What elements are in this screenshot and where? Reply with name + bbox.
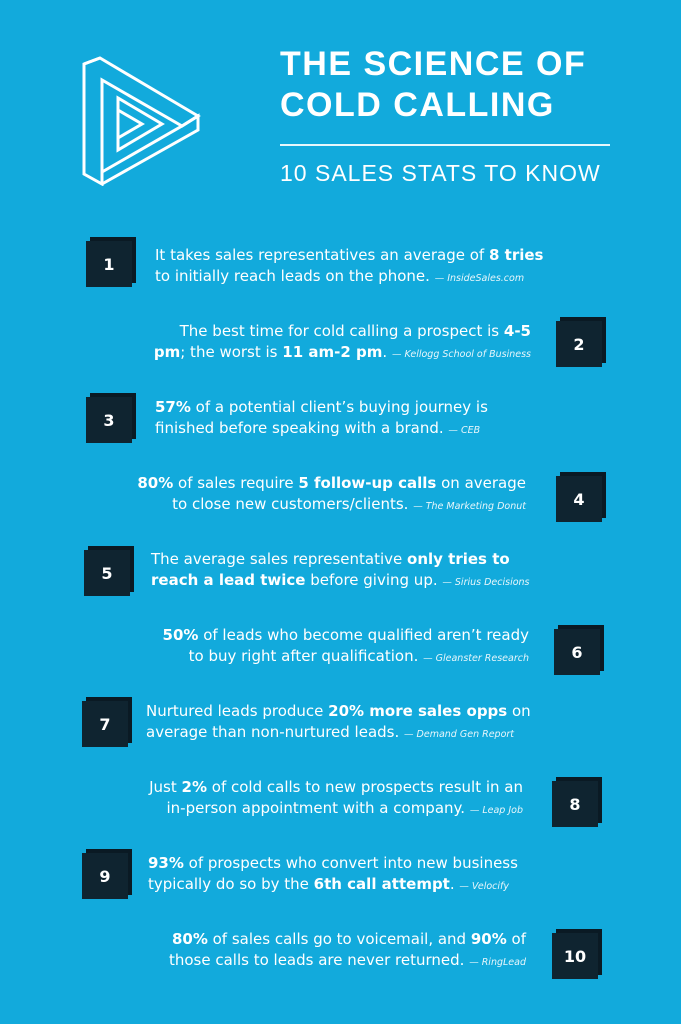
stat-source: — Sirius Decisions xyxy=(442,577,530,588)
stat-highlight: 80% xyxy=(171,930,208,948)
stat-text-segment: before giving up. xyxy=(305,571,443,589)
stat-number-box: 1 xyxy=(86,241,132,287)
stat-highlight: 4-5 xyxy=(503,322,531,340)
stat-source: — Kellogg School of Business xyxy=(391,349,531,360)
stat-text-segment: . xyxy=(382,343,392,361)
stat-source: — RingLead xyxy=(469,957,526,968)
stat-text-segment: typically do so by the xyxy=(148,875,314,893)
stat-text: Just 2% of cold calls to new prospects r… xyxy=(149,777,523,821)
stat-line-2: those calls to leads are never returned.… xyxy=(169,950,526,973)
stat-number-box: 4 xyxy=(556,476,602,522)
stat-text: 93% of prospects who convert into new bu… xyxy=(148,853,518,897)
stat-line-2: to close new customers/clients. — The Ma… xyxy=(137,494,526,517)
stat-highlight: 50% xyxy=(162,626,199,644)
title-line-1: THE SCIENCE OF xyxy=(280,45,587,83)
stat-line-1: It takes sales representatives an averag… xyxy=(155,245,543,266)
stat-line-1: 80% of sales calls go to voicemail, and … xyxy=(169,929,526,950)
stat-line-2: in-person appointment with a company. — … xyxy=(149,798,523,821)
stat-highlight: 11 am-2 pm xyxy=(282,343,383,361)
stat-number-box: 7 xyxy=(82,701,128,747)
stat-line-1: 57% of a potential client’s buying journ… xyxy=(155,397,488,418)
stat-text-segment: of leads who become qualified aren’t rea… xyxy=(198,626,529,644)
page-title: THE SCIENCE OF COLD CALLING xyxy=(280,44,620,126)
stat-text: It takes sales representatives an averag… xyxy=(155,245,543,289)
stat-text-segment: of prospects who convert into new busine… xyxy=(183,854,518,872)
stat-line-2: average than non-nurtured leads. — Deman… xyxy=(146,722,531,745)
stat-text: The average sales representative only tr… xyxy=(151,549,530,593)
stat-line-1: 80% of sales require 5 follow-up calls o… xyxy=(137,473,526,494)
stat-source: — The Marketing Donut xyxy=(413,501,526,512)
stat-source: — Gleanster Research xyxy=(423,653,529,664)
stat-text: 50% of leads who become qualified aren’t… xyxy=(163,625,529,669)
stat-line-1: 50% of leads who become qualified aren’t… xyxy=(163,625,529,646)
stat-text: 57% of a potential client’s buying journ… xyxy=(155,397,488,441)
stat-line-2: typically do so by the 6th call attempt.… xyxy=(148,874,518,897)
stat-highlight: 6th call attempt xyxy=(313,875,450,893)
stat-source: — InsideSales.com xyxy=(434,273,525,284)
stat-text-segment: It takes sales representatives an averag… xyxy=(155,246,489,264)
stat-text-segment: to close new customers/clients. xyxy=(172,495,414,513)
stat-text-segment: finished before speaking with a brand. xyxy=(155,419,449,437)
stat-line-1: 93% of prospects who convert into new bu… xyxy=(148,853,518,874)
stat-line-1: The average sales representative only tr… xyxy=(151,549,530,570)
stat-line-1: The best time for cold calling a prospec… xyxy=(154,321,531,342)
stat-highlight: pm xyxy=(153,343,181,361)
stat-number-box: 9 xyxy=(82,853,128,899)
stat-number-box: 10 xyxy=(552,933,598,979)
stat-text-segment: of cold calls to new prospects result in… xyxy=(207,778,523,796)
stat-line-2: to buy right after qualification. — Glea… xyxy=(163,646,529,669)
stat-highlight: only tries to xyxy=(407,550,510,568)
stat-text-segment: of xyxy=(506,930,526,948)
stat-text-segment: to buy right after qualification. xyxy=(188,647,424,665)
stat-text-segment: of a potential client’s buying journey i… xyxy=(190,398,488,416)
stat-text-segment: to initially reach leads on the phone. xyxy=(155,267,435,285)
stat-highlight: 57% xyxy=(155,398,191,416)
stat-number-box: 2 xyxy=(556,321,602,367)
stat-highlight: 5 follow-up calls xyxy=(298,474,437,492)
title-divider xyxy=(280,144,610,146)
stat-line-1: Just 2% of cold calls to new prospects r… xyxy=(149,777,523,798)
stat-highlight: 20% more sales opps xyxy=(328,702,508,720)
stat-text-segment: of sales calls go to voicemail, and xyxy=(207,930,471,948)
stat-text-segment: ; the worst is xyxy=(180,343,283,361)
stat-highlight: 8 tries xyxy=(488,246,544,264)
stat-text-segment: . xyxy=(449,875,460,893)
stat-text-segment: on average xyxy=(436,474,526,492)
stat-highlight: 80% xyxy=(137,474,174,492)
stat-highlight: 93% xyxy=(148,854,184,872)
stat-line-2: pm; the worst is 11 am-2 pm. — Kellogg S… xyxy=(154,342,531,365)
stat-line-2: reach a lead twice before giving up. — S… xyxy=(151,570,530,593)
stat-text-segment: Just xyxy=(149,778,182,796)
title-line-2: COLD CALLING xyxy=(280,86,555,124)
stat-number-box: 8 xyxy=(552,781,598,827)
stat-text-segment: average than non-nurtured leads. xyxy=(146,723,405,741)
page-subtitle: 10 SALES STATS TO KNOW xyxy=(280,160,601,186)
stat-text-segment: Nurtured leads produce xyxy=(146,702,329,720)
stat-text: Nurtured leads produce 20% more sales op… xyxy=(146,701,531,745)
stat-source: — CEB xyxy=(448,425,481,436)
stat-line-1: Nurtured leads produce 20% more sales op… xyxy=(146,701,531,722)
stat-text-segment: of sales require xyxy=(173,474,299,492)
stat-text-segment: The best time for cold calling a prospec… xyxy=(179,322,504,340)
stat-source: — Leap Job xyxy=(469,805,523,816)
stat-text-segment: in-person appointment with a company. xyxy=(166,799,470,817)
stat-line-2: to initially reach leads on the phone. —… xyxy=(155,266,543,289)
stat-text-segment: those calls to leads are never returned. xyxy=(168,951,470,969)
stat-line-2: finished before speaking with a brand. —… xyxy=(155,418,488,441)
stat-number-box: 6 xyxy=(554,629,600,675)
stat-text-segment: on xyxy=(507,702,531,720)
stat-text-segment: The average sales representative xyxy=(151,550,408,568)
stat-highlight: 2% xyxy=(181,778,207,796)
stat-text: 80% of sales require 5 follow-up calls o… xyxy=(137,473,526,517)
stat-text: 80% of sales calls go to voicemail, and … xyxy=(169,929,526,973)
stat-number-box: 3 xyxy=(86,397,132,443)
stat-source: — Demand Gen Report xyxy=(404,729,515,740)
impossible-triangle-play-logo xyxy=(82,56,201,186)
stat-text: The best time for cold calling a prospec… xyxy=(154,321,531,365)
stat-source: — Velocify xyxy=(459,881,509,892)
stat-number-box: 5 xyxy=(84,550,130,596)
stat-highlight: reach a lead twice xyxy=(151,571,306,589)
stat-highlight: 90% xyxy=(470,930,507,948)
